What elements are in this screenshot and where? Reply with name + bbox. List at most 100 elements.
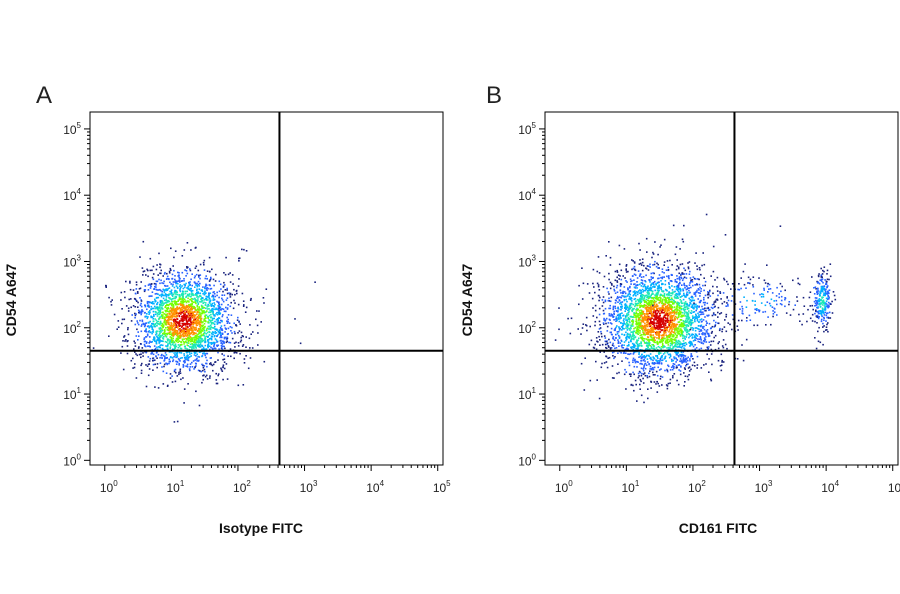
event-dot [155,286,157,288]
event-dot [610,327,613,330]
event-dot [641,356,644,358]
event-dot [164,313,167,316]
event-dot [641,282,644,284]
event-dot [698,283,701,286]
event-dot [684,301,687,303]
event-dot [220,329,223,331]
event-dot [203,353,206,355]
event-dot [197,296,200,298]
event-dot [628,298,630,300]
event-dot [165,354,168,356]
event-dot [681,345,684,347]
event-dot [626,332,629,335]
event-dot [643,401,645,404]
event-dot [620,292,622,294]
event-dot [196,344,199,346]
event-dot [630,384,632,386]
event-dot [657,328,659,331]
event-dot [695,317,697,320]
event-dot [148,326,151,329]
event-dot [169,373,172,375]
event-dot [144,345,146,347]
event-dot [227,333,229,335]
event-dot [178,307,181,310]
event-dot [188,301,190,303]
event-dot [684,344,686,347]
event-dot [670,294,673,297]
event-dot [168,287,171,289]
event-dot [658,369,661,371]
event-dot [680,346,682,348]
event-dot [212,291,214,294]
event-dot [212,348,214,351]
event-dot [190,332,192,335]
event-dot [210,343,213,345]
event-dot [205,285,207,287]
event-dot [147,269,149,272]
event-dot [696,283,698,285]
event-dot [669,298,672,301]
event-dot [685,315,687,317]
event-dot [202,261,205,264]
event-dot [208,308,210,310]
event-dot [223,358,226,360]
event-dot [172,306,175,309]
event-dot [171,309,173,311]
event-dot [185,275,187,277]
event-dot [196,282,198,285]
event-dot [185,311,188,313]
event-dot [177,358,180,360]
event-dot [682,337,684,340]
event-dot [203,323,206,325]
event-dot [714,324,717,326]
event-dot [660,368,662,370]
event-dot [694,320,696,323]
event-dot [603,323,605,325]
event-dot [166,310,169,313]
event-dot [193,318,195,320]
event-dot [201,338,204,340]
event-dot [163,360,165,362]
event-dot [150,283,153,285]
event-dot [205,335,208,338]
event-dot [666,305,669,307]
event-dot [262,297,265,299]
event-dot [150,352,153,355]
event-dot [671,264,673,266]
event-dot [209,348,211,351]
event-dot [195,355,197,357]
event-dot [182,292,184,294]
event-dot [651,297,654,299]
event-dot [185,326,187,329]
event-dot [182,320,184,322]
event-dot [206,308,209,310]
event-dot [173,370,176,373]
event-dot [164,352,167,354]
panel-a-events [92,240,316,423]
event-dot [242,384,245,386]
event-dot [656,292,658,294]
event-dot [627,325,629,327]
event-dot [163,320,166,322]
event-dot [601,299,604,301]
event-dot [680,311,682,313]
event-dot [711,303,714,306]
event-dot [165,323,167,326]
event-dot [172,307,174,310]
event-dot [658,315,661,317]
event-dot [209,327,212,329]
event-dot [172,342,174,344]
event-dot [166,363,168,366]
event-dot [626,281,628,283]
event-dot [645,331,647,334]
event-dot [705,213,708,216]
event-dot [719,327,721,330]
event-dot [633,294,635,296]
event-dot [641,261,644,264]
event-dot [664,369,666,372]
event-dot [665,360,667,362]
event-dot [692,284,694,287]
event-dot [660,288,663,291]
event-dot [145,345,147,348]
event-dot [685,326,688,328]
